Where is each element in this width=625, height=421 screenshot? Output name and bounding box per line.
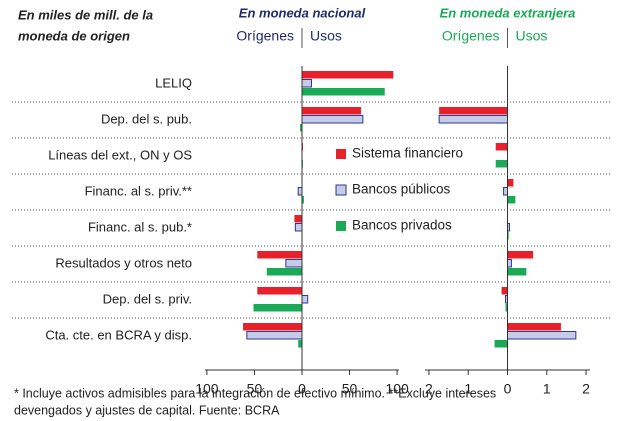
bar bbox=[298, 340, 302, 348]
bar bbox=[257, 251, 302, 259]
bar bbox=[503, 187, 509, 196]
footnote: * Incluye activos admisibles para la int… bbox=[14, 386, 496, 400]
bar bbox=[285, 259, 303, 268]
x-tick-label: 1 bbox=[464, 381, 472, 397]
bar bbox=[302, 196, 304, 204]
x-tick-label: 0 bbox=[504, 381, 512, 397]
bar bbox=[302, 107, 361, 115]
x-tick-label: 2 bbox=[425, 381, 433, 397]
bar bbox=[494, 340, 508, 348]
bar bbox=[294, 223, 303, 232]
category-label: Financ. al s. pub.* bbox=[88, 219, 192, 234]
bar bbox=[439, 107, 508, 115]
x-tick-label: 50 bbox=[342, 381, 358, 397]
bar bbox=[505, 304, 508, 312]
bar bbox=[438, 115, 508, 124]
x-tick-label: 2 bbox=[582, 381, 590, 397]
bar bbox=[495, 160, 508, 168]
bar bbox=[302, 88, 385, 96]
category-label: Líneas del ext., ON y OS bbox=[48, 147, 192, 162]
origin-label: Orígenes bbox=[236, 28, 294, 44]
legend-label: Bancos privados bbox=[352, 218, 452, 233]
bar bbox=[246, 331, 303, 340]
origin-label: Orígenes bbox=[442, 28, 500, 44]
bar bbox=[507, 251, 534, 259]
bar bbox=[302, 71, 394, 79]
x-tick-label: 1 bbox=[543, 381, 551, 397]
footnote: devengados y ajustes de capital. Fuente:… bbox=[14, 403, 280, 417]
category-label: Resultados y otros neto bbox=[55, 255, 192, 270]
bar bbox=[507, 196, 516, 204]
x-tick-label: 0 bbox=[298, 381, 306, 397]
panel-title: En moneda nacional bbox=[239, 5, 366, 20]
bar bbox=[301, 79, 313, 88]
bar bbox=[507, 268, 527, 276]
bar bbox=[507, 331, 577, 340]
bar bbox=[507, 323, 561, 331]
category-label: Financ. al s. priv.** bbox=[85, 183, 192, 198]
bar bbox=[301, 115, 364, 124]
bar bbox=[294, 215, 302, 223]
legend-label: Bancos públicos bbox=[352, 182, 451, 197]
bar bbox=[266, 268, 302, 276]
unit-note: En miles de mill. de la bbox=[18, 7, 153, 22]
bar bbox=[495, 143, 508, 151]
bar bbox=[501, 287, 508, 295]
legend-swatch bbox=[336, 149, 346, 159]
x-tick-label: 100 bbox=[195, 381, 219, 397]
x-tick-label: 50 bbox=[247, 381, 263, 397]
panel-title: En moneda extranjera bbox=[440, 5, 576, 20]
unit-note: moneda de origen bbox=[18, 28, 130, 43]
bar bbox=[507, 179, 514, 187]
category-label: Dep. del s. priv. bbox=[103, 291, 192, 306]
legend-label: Sistema financiero bbox=[352, 146, 463, 161]
bar bbox=[301, 295, 309, 304]
bar bbox=[253, 304, 302, 312]
bar bbox=[507, 259, 512, 268]
x-tick-label: 100 bbox=[385, 381, 409, 397]
bar bbox=[243, 323, 302, 331]
category-label: Cta. cte. en BCRA y disp. bbox=[45, 327, 192, 342]
category-label: Dep. del s. pub. bbox=[101, 111, 192, 126]
bar bbox=[297, 187, 303, 196]
legend-swatch bbox=[336, 221, 346, 231]
bar bbox=[507, 232, 509, 240]
uses-label: Usos bbox=[310, 28, 342, 44]
legend-swatch bbox=[335, 184, 347, 196]
category-label: LELIQ bbox=[155, 75, 192, 90]
bar bbox=[300, 124, 302, 132]
uses-label: Usos bbox=[516, 28, 548, 44]
bar bbox=[257, 287, 302, 295]
